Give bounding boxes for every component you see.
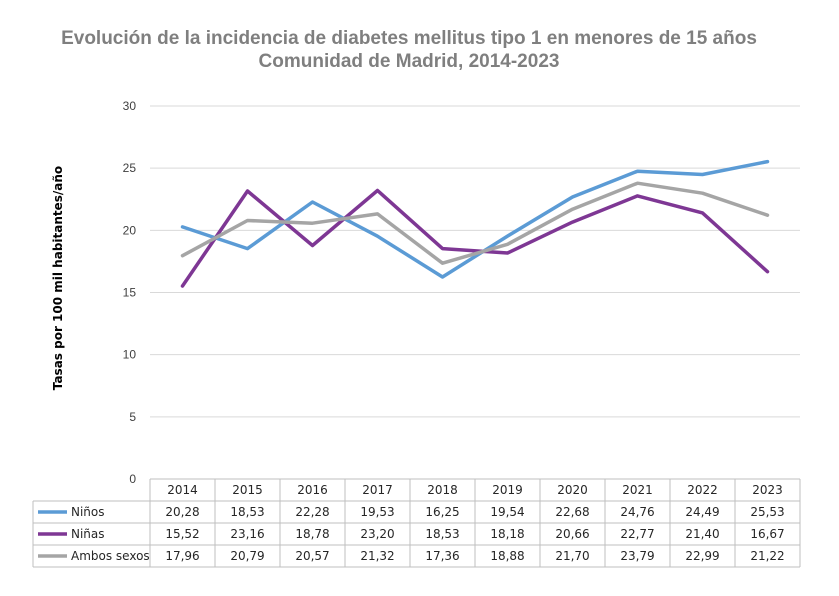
x-category-label: 2021	[622, 483, 653, 497]
table-cell-value: 18,53	[425, 527, 459, 541]
table-cell-value: 24,76	[620, 505, 654, 519]
y-tick-label: 30	[123, 99, 137, 113]
table-cell-value: 17,36	[425, 549, 459, 563]
table-cell-value: 21,40	[685, 527, 719, 541]
table-cell-value: 16,25	[425, 505, 459, 519]
table-cell-value: 22,77	[620, 527, 654, 541]
y-tick-labels: 0 5 10 15 20 25 30	[123, 99, 137, 486]
x-category-label: 2015	[232, 483, 263, 497]
table-cell-value: 19,54	[490, 505, 524, 519]
x-category-label: 2022	[687, 483, 718, 497]
table-cell-value: 22,28	[295, 505, 329, 519]
x-category-label: 2016	[297, 483, 328, 497]
y-tick-label: 10	[123, 348, 137, 362]
table-cell-value: 18,53	[230, 505, 264, 519]
series-line-0	[180, 159, 770, 279]
table-cell-value: 22,99	[685, 549, 719, 563]
legend-label: Niñas	[71, 527, 105, 541]
table-cell-value: 21,70	[555, 549, 589, 563]
table-cell-value: 20,57	[295, 549, 329, 563]
y-tick-label: 20	[123, 223, 137, 237]
series-lines	[180, 159, 770, 288]
x-category-label: 2017	[362, 483, 393, 497]
x-category-label: 2020	[557, 483, 588, 497]
table-cell-value: 20,28	[165, 505, 199, 519]
y-tick-label: 5	[129, 410, 136, 424]
table-cell-value: 25,53	[750, 505, 784, 519]
legend-label: Ambos sexos	[71, 549, 150, 563]
series-line-1	[180, 188, 770, 288]
table-cell-value: 18,88	[490, 549, 524, 563]
data-table: 2014 2015 2016 2017 2018 2019 2020 2021 2022 2023…	[32, 478, 801, 568]
table-cell-value: 18,78	[295, 527, 329, 541]
y-axis-label: Tasas por 100 mil habitantes/año	[51, 166, 65, 390]
y-tick-label: 25	[123, 161, 137, 175]
series-line-2	[180, 181, 770, 265]
table-cell-value: 18,18	[490, 527, 524, 541]
legend-label: Niños	[71, 505, 105, 519]
table-cell-value: 16,67	[750, 527, 784, 541]
table-cell-value: 15,52	[165, 527, 199, 541]
x-category-label: 2018	[427, 483, 458, 497]
table-cell-value: 23,20	[360, 527, 394, 541]
x-category-label: 2023	[752, 483, 783, 497]
table-cell-value: 23,79	[620, 549, 654, 563]
x-category-label: 2019	[492, 483, 523, 497]
table-cell-value: 21,22	[750, 549, 784, 563]
table-cell-value: 20,79	[230, 549, 264, 563]
table-cell-value: 19,53	[360, 505, 394, 519]
chart-title-line-1: Evolución de la incidencia de diabetes m…	[61, 28, 757, 49]
table-cell-value: 21,32	[360, 549, 394, 563]
gridlines	[150, 105, 800, 418]
x-category-label: 2014	[167, 483, 198, 497]
y-tick-label: 15	[123, 286, 137, 300]
y-tick-label: 0	[129, 472, 136, 486]
chart-title-line-2: Comunidad de Madrid, 2014-2023	[259, 51, 560, 72]
table-cell-value: 20,66	[555, 527, 589, 541]
table-cell-value: 22,68	[555, 505, 589, 519]
table-cell-value: 17,96	[165, 549, 199, 563]
table-cell-value: 24,49	[685, 505, 719, 519]
table-cell-value: 23,16	[230, 527, 264, 541]
